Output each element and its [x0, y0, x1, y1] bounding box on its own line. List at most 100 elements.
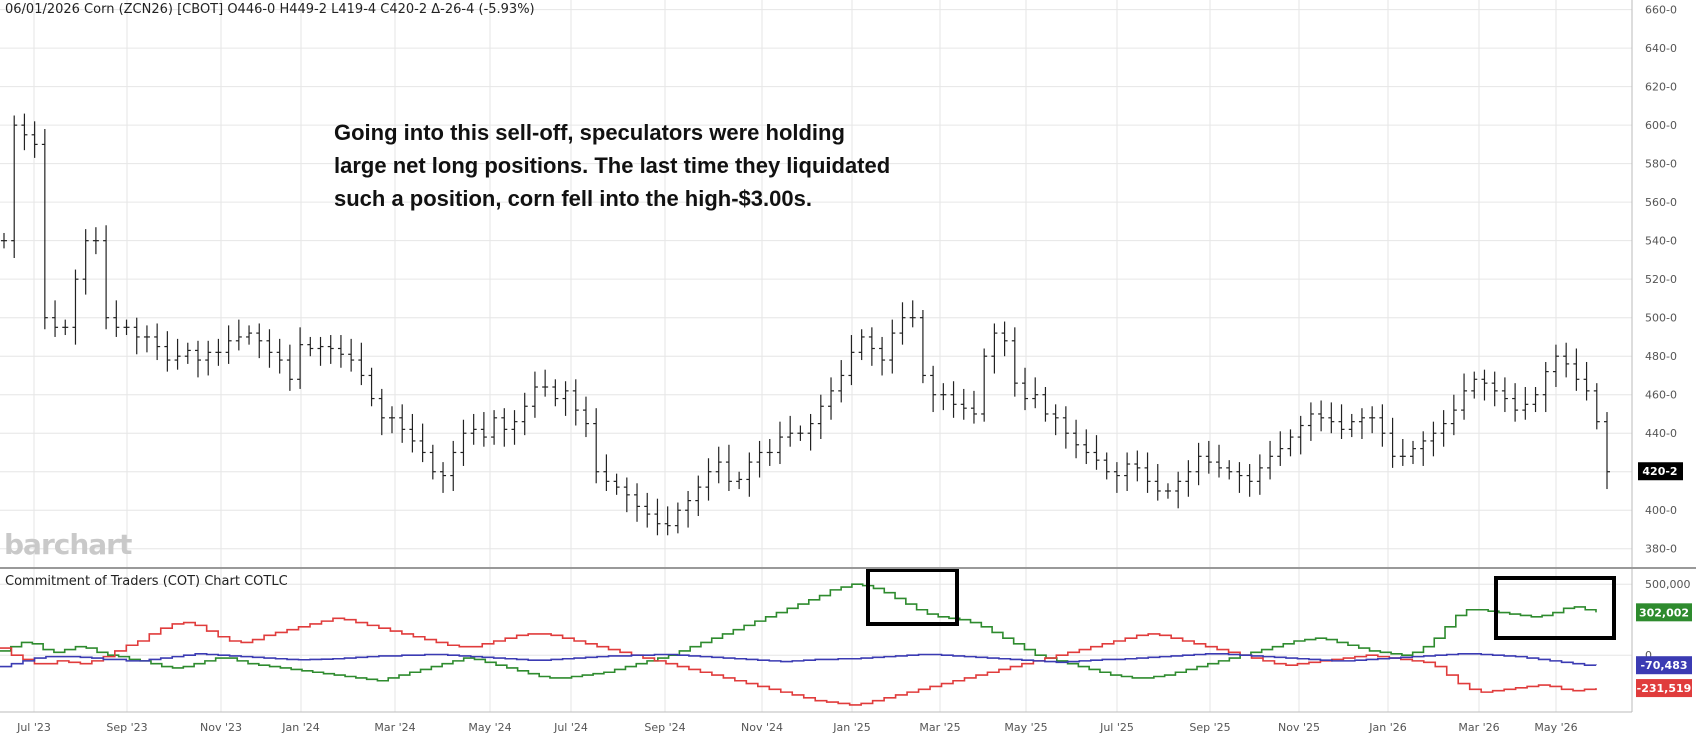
price-bar: [143, 325, 150, 353]
price-bar: [725, 444, 732, 491]
price-bar: [1440, 410, 1447, 447]
price-bar: [174, 338, 181, 370]
price-axis-label: 580-0: [1645, 158, 1677, 171]
price-bar: [879, 336, 886, 376]
price-bar: [154, 323, 161, 361]
price-bar: [685, 490, 692, 528]
price-bar: [1481, 369, 1488, 401]
price-bar: [1073, 419, 1080, 459]
price-bar: [1552, 344, 1559, 388]
price-bar: [1297, 415, 1304, 455]
annotation-line: such a position, corn fell into the high…: [334, 186, 812, 211]
price-bar: [317, 336, 324, 366]
price-bar: [419, 423, 426, 463]
price-axis-label: 460-0: [1645, 389, 1677, 402]
price-bar: [746, 452, 753, 497]
x-tick-label: Jan '24: [281, 721, 319, 734]
price-bar: [1103, 452, 1110, 480]
price-bar: [674, 502, 681, 534]
price-bar: [307, 336, 314, 357]
price-bar: [1369, 406, 1376, 434]
last-price-tag: [1638, 462, 1683, 481]
highlight-boxes: [866, 568, 1616, 640]
price-bar: [1032, 377, 1039, 409]
price-bar: [1512, 383, 1519, 422]
price-bar: [1410, 440, 1417, 465]
price-bar: [1124, 452, 1131, 491]
price-bar: [11, 115, 18, 259]
price-bar: [1134, 450, 1141, 482]
price-bar: [1093, 435, 1100, 470]
price-bar: [358, 342, 365, 386]
price-axis-label: 520-0: [1645, 273, 1677, 286]
price-bar: [654, 498, 661, 536]
price-bar: [1430, 421, 1437, 457]
price-bar: [1267, 440, 1274, 480]
price-bar: [460, 419, 467, 466]
annotation-line: Going into this sell-off, speculators we…: [334, 120, 845, 145]
price-bar: [817, 394, 824, 439]
price-bar: [52, 300, 59, 337]
highlight-box-2026: [1494, 576, 1616, 640]
price-bar: [1022, 367, 1029, 411]
x-tick-label: Jan '25: [832, 721, 870, 734]
price-bar: [776, 421, 783, 465]
price-bar: [1593, 383, 1600, 430]
price-bar: [388, 406, 395, 434]
price-bar: [1113, 462, 1120, 493]
x-tick-label: Sep '24: [644, 721, 685, 734]
price-bars: [1, 113, 1610, 536]
price-bar: [276, 338, 283, 374]
price-bar: [1348, 413, 1355, 438]
price-bar: [215, 338, 222, 366]
price-axis-label: 620-0: [1645, 81, 1677, 94]
price-bar: [766, 438, 773, 466]
x-tick-label: Jul '25: [1099, 721, 1134, 734]
price-bar: [1287, 429, 1294, 457]
price-bar: [511, 410, 518, 445]
price-bar: [960, 388, 967, 420]
x-tick-label: Mar '25: [919, 721, 960, 734]
price-bar: [1379, 404, 1386, 447]
price-bar: [644, 492, 651, 528]
price-bar: [62, 319, 69, 336]
price-bar: [1501, 377, 1508, 413]
price-bar: [1532, 387, 1539, 413]
price-bar: [572, 379, 579, 426]
price-bar: [991, 323, 998, 374]
price-bar: [235, 319, 242, 351]
price-bar: [1236, 462, 1243, 493]
price-bar: [715, 446, 722, 484]
price-axis-label: 440-0: [1645, 427, 1677, 440]
price-bar: [1164, 483, 1171, 499]
price-bar: [378, 388, 385, 436]
x-tick-label: Jul '23: [16, 721, 51, 734]
price-bar: [552, 379, 559, 407]
price-bar: [92, 227, 99, 255]
price-axis-label: 400-0: [1645, 504, 1677, 517]
cot-line-noncommercial: [0, 583, 1597, 682]
price-bar: [82, 229, 89, 295]
price-bar: [409, 413, 416, 453]
cot-value-tag: [1636, 656, 1692, 675]
price-bar: [909, 300, 916, 328]
price-bar: [1420, 431, 1427, 466]
cot-line-small-traders: [0, 652, 1597, 668]
x-tick-label: May '25: [1004, 721, 1047, 734]
x-tick-label: Mar '26: [1458, 721, 1499, 734]
price-bar: [480, 412, 487, 447]
price-bar: [562, 381, 569, 416]
x-tick-label: May '24: [468, 721, 511, 734]
price-bar: [1, 232, 7, 249]
price-bar: [470, 413, 477, 445]
price-bar: [399, 404, 406, 443]
cot-value-tag: [1636, 603, 1692, 622]
x-tick-label: Jul '24: [553, 721, 588, 734]
price-bar: [981, 348, 988, 422]
price-bar: [1277, 431, 1284, 466]
price-bar: [368, 367, 375, 407]
price-bar: [440, 462, 447, 493]
price-bar: [164, 331, 171, 372]
cot-value-label: -231,519: [1637, 682, 1692, 695]
